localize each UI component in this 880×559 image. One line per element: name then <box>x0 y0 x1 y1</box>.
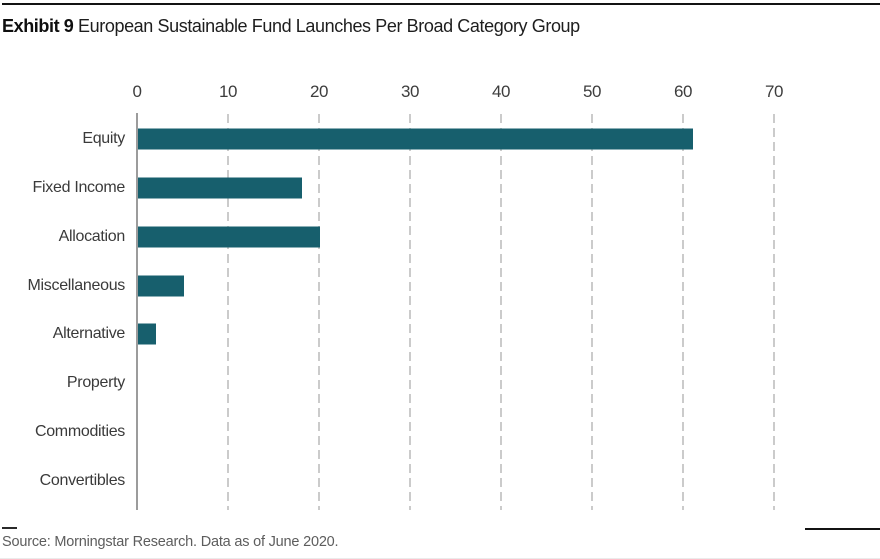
x-axis-tick-label: 10 <box>219 82 237 101</box>
category-label: Alternative <box>52 325 126 343</box>
vertical-gridline <box>409 114 411 510</box>
chart-row: Alternative <box>0 310 820 359</box>
category-label: Commodities <box>34 422 125 440</box>
category-label: Property <box>66 374 125 392</box>
vertical-gridline <box>682 114 684 510</box>
category-label: Equity <box>82 130 125 148</box>
exhibit-heading: European Sustainable Fund Launches Per B… <box>78 16 580 36</box>
bar-equity <box>138 128 694 150</box>
x-axis-tick-label: 40 <box>492 82 510 101</box>
source-text: Source: Morningstar Research. Data as of… <box>2 534 339 550</box>
category-label: Convertibles <box>39 471 126 489</box>
x-axis-tick-label: 30 <box>401 82 419 101</box>
exhibit-number: Exhibit 9 <box>2 16 74 36</box>
chart-row: Equity <box>0 115 820 164</box>
bar-fixed-income <box>138 177 302 199</box>
category-label: Fixed Income <box>32 179 126 197</box>
chart-row: Commodities <box>0 408 820 457</box>
footer-rule-left <box>2 527 17 529</box>
bar-alternative <box>138 323 157 345</box>
bar-allocation <box>138 226 320 248</box>
vertical-gridline <box>591 114 593 510</box>
x-axis-tick-label: 20 <box>310 82 328 101</box>
x-axis-tick-label: 60 <box>674 82 692 101</box>
exhibit-title: Exhibit 9 European Sustainable Fund Laun… <box>2 14 580 38</box>
category-label: Miscellaneous <box>27 276 126 294</box>
vertical-gridline <box>227 114 229 510</box>
vertical-gridline <box>500 114 502 510</box>
vertical-gridline <box>773 114 775 510</box>
footer-rule-right <box>805 528 880 530</box>
chart-row: Miscellaneous <box>0 261 820 310</box>
x-axis-tick-label: 70 <box>765 82 783 101</box>
chart-row: Convertibles <box>0 456 820 505</box>
chart-row: Property <box>0 359 820 408</box>
x-axis-tick-label: 0 <box>132 82 142 101</box>
x-axis-tick-label: 50 <box>583 82 601 101</box>
vertical-gridline <box>318 114 320 510</box>
y-axis-line <box>136 113 138 510</box>
chart-row: Fixed Income <box>0 164 820 213</box>
chart-row: Allocation <box>0 213 820 262</box>
category-label: Allocation <box>58 227 126 245</box>
bar-miscellaneous <box>138 275 184 297</box>
top-rule <box>2 3 880 5</box>
